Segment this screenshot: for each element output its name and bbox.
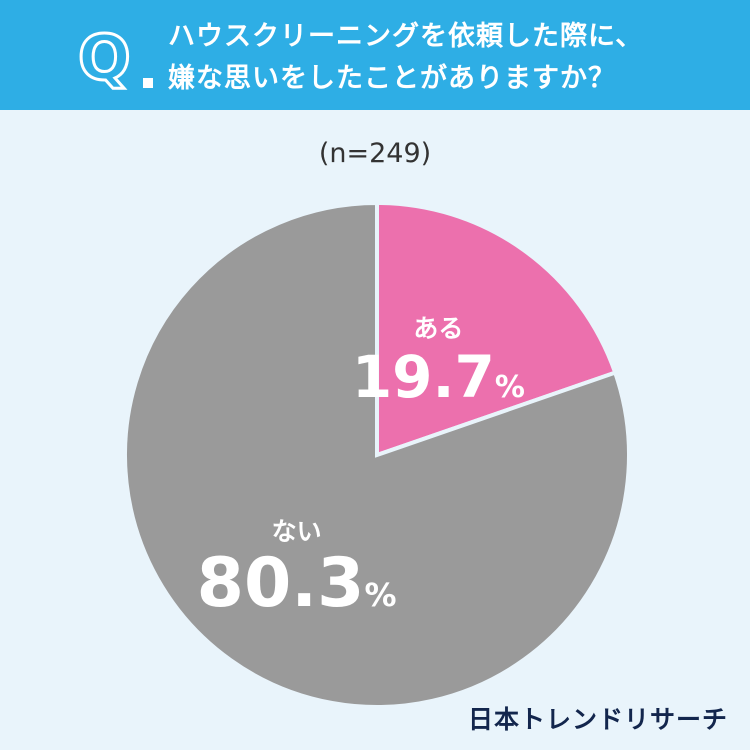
- q-mark: Q: [77, 21, 133, 94]
- slice-value-label: 80.3%: [197, 544, 397, 623]
- brand-logo: 日本トレンドリサーチ: [467, 705, 728, 734]
- slice-category-label: ある: [413, 314, 463, 343]
- q-dot-icon: [143, 78, 153, 88]
- question-line-1: ハウスクリーニングを依頼した際に、: [168, 21, 644, 52]
- question-text: ハウスクリーニングを依頼した際に、 嫌な思いをしたことがありますか？: [168, 16, 643, 100]
- slice-category-label: ない: [272, 517, 322, 546]
- pie-slice-nai: [123, 200, 631, 709]
- slice-value-label: 19.7%: [352, 343, 525, 411]
- question-header: Q ハウスクリーニングを依頼した際に、 嫌な思いをしたことがありますか？: [0, 0, 750, 110]
- question-line-2: 嫌な思いをしたことがありますか？: [168, 63, 616, 94]
- sample-size-label: (n=249): [318, 138, 432, 169]
